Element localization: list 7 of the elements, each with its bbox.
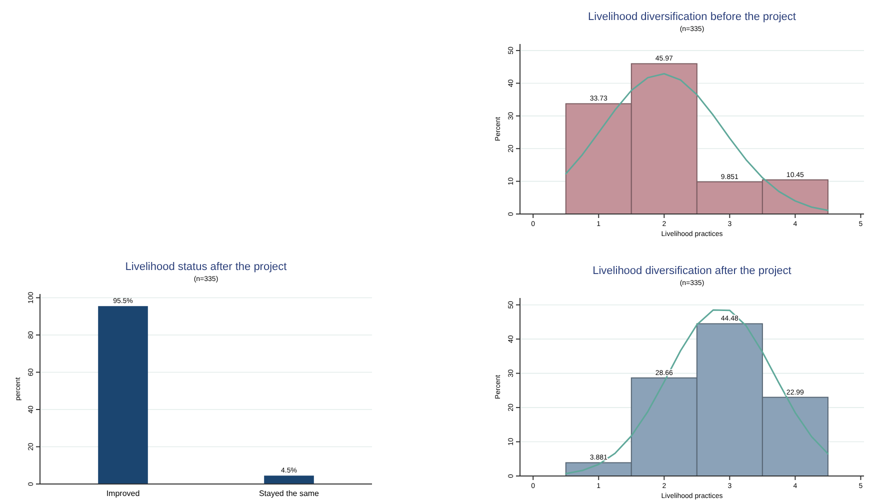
line-series <box>565 309 829 474</box>
x-tick-label: Improved <box>106 489 140 498</box>
chart-title: Livelihood diversification after the project <box>592 265 792 277</box>
chart-title: Livelihood status after the project <box>125 261 287 273</box>
line-series <box>565 73 829 212</box>
chart-title: Livelihood diversification before the project <box>588 11 796 23</box>
x-tick-label: Stayed the same <box>258 489 320 498</box>
